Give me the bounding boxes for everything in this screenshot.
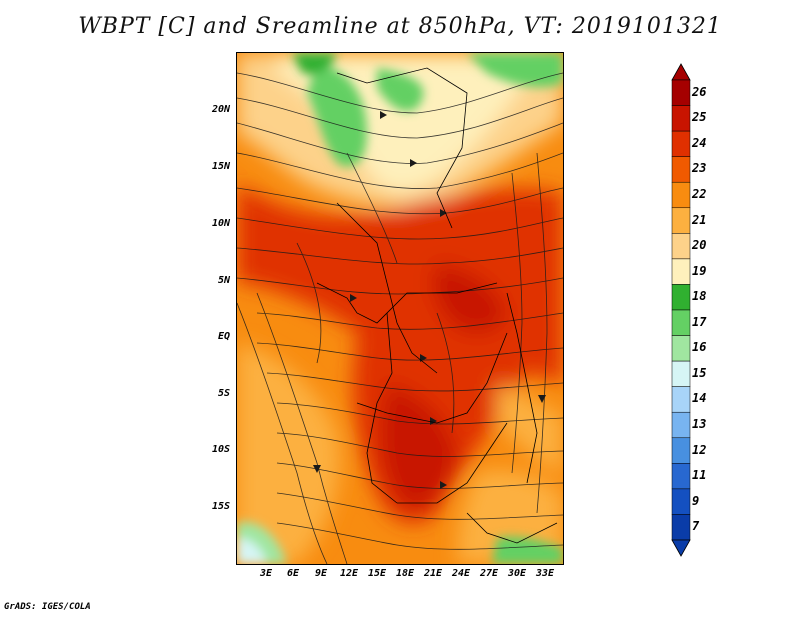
colorbar-swatch	[671, 335, 691, 362]
lon-label-6e: 6E	[286, 568, 300, 579]
colorbar-label: 22	[692, 187, 707, 201]
colorbar-label: 25	[692, 110, 707, 125]
lat-label-10s: 10S	[211, 444, 230, 455]
lat-label-10n: 10N	[211, 218, 230, 229]
colorbar-swatch	[671, 463, 691, 490]
lon-label-30e: 30E	[507, 568, 527, 579]
colorbar-swatch	[671, 386, 691, 413]
colorbar-label: 24	[692, 135, 707, 150]
lat-label-15s: 15S	[211, 501, 230, 512]
map-title: WBPT [C] and Sreamline at 850hPa, VT: 20…	[78, 14, 722, 39]
colorbar-swatch	[671, 258, 691, 285]
colorbar-label: 18	[692, 289, 707, 304]
lat-label-5n: 5N	[217, 275, 230, 286]
colorbar-label: 11	[692, 468, 707, 483]
lon-label-24e: 24E	[451, 568, 471, 579]
credit-text: GrADS: IGES/COLA	[4, 602, 91, 612]
lat-label-20n: 20N	[211, 104, 230, 115]
colorbar-swatch	[671, 284, 691, 311]
colorbar-label: 21	[692, 212, 707, 227]
lon-label-21e: 21E	[423, 568, 443, 579]
lat-label-eq: EQ	[217, 331, 230, 342]
colorbar-swatch	[671, 309, 691, 336]
colorbar-swatch	[671, 360, 691, 387]
colorbar-label: 14	[692, 391, 707, 406]
colorbar-swatch	[671, 207, 691, 234]
colorbar-swatch	[671, 488, 691, 515]
colorbar-label: 16	[692, 340, 707, 355]
colorbar-label: 9	[692, 493, 700, 508]
colorbar-swatch	[671, 105, 691, 132]
colorbar-label: 13	[692, 417, 707, 431]
colorbar-swatch	[671, 233, 691, 260]
colorbar-label: 7	[692, 519, 700, 534]
lon-label-9e: 9E	[314, 568, 328, 579]
colorbar-label: 17	[692, 314, 707, 329]
colorbar-label: 15	[692, 365, 707, 380]
colorbar-swatch	[671, 156, 691, 183]
colorbar-swatch	[671, 437, 691, 464]
colorbar-swatch	[671, 411, 691, 439]
lon-label-3e: 3E	[259, 568, 273, 579]
colorbar-bottom-arrow	[671, 539, 691, 557]
colorbar-swatch	[671, 514, 691, 541]
map-panel	[236, 52, 564, 565]
lon-label-15e: 15E	[367, 568, 387, 579]
colorbar-swatch	[671, 130, 691, 157]
lon-label-12e: 12E	[339, 568, 359, 579]
colorbar-swatch	[671, 79, 691, 106]
colorbar-label: 12	[692, 442, 707, 457]
colorbar-label: 23	[692, 161, 707, 176]
lon-label-27e: 27E	[479, 568, 499, 579]
wbpt-field	[237, 53, 563, 564]
colorbar-swatch	[671, 181, 691, 209]
lon-label-33e: 33E	[535, 568, 555, 579]
lat-label-5s: 5S	[217, 388, 230, 399]
colorbar-label: 19	[692, 263, 707, 278]
colorbar	[671, 63, 691, 557]
lon-label-18e: 18E	[395, 568, 415, 579]
colorbar-label: 26	[692, 84, 707, 99]
colorbar-label: 20	[692, 238, 707, 253]
colorbar-top-arrow	[671, 63, 691, 81]
lat-label-15n: 15N	[211, 161, 230, 172]
